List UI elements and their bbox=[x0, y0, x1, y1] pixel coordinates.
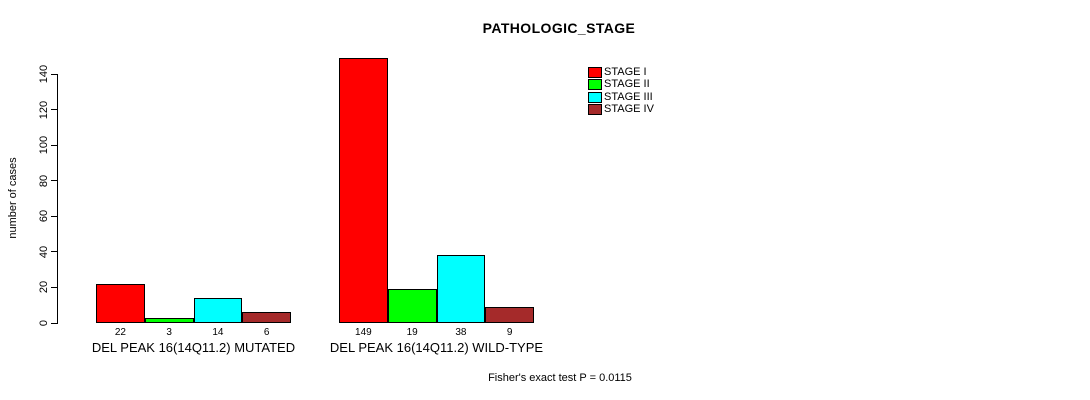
y-axis-tick bbox=[51, 180, 58, 182]
y-axis-tick bbox=[51, 322, 58, 324]
bar-stage-iv bbox=[242, 312, 291, 323]
y-axis-tick-label: 20 bbox=[38, 281, 50, 294]
fisher-test-annotation: Fisher's exact test P = 0.0115 bbox=[488, 372, 632, 384]
legend-label-3: STAGE III bbox=[604, 90, 653, 103]
y-axis-title: number of cases bbox=[7, 157, 19, 239]
y-axis-tick bbox=[51, 109, 58, 111]
bar-stage-i bbox=[96, 283, 145, 323]
y-axis-tick-label: 40 bbox=[38, 245, 50, 258]
legend-label-1: STAGE I bbox=[604, 66, 647, 78]
bar-value-label: 9 bbox=[506, 327, 513, 338]
legend-swatch-4 bbox=[588, 104, 602, 116]
bar-stage-iii bbox=[193, 298, 243, 323]
bar-stage-ii bbox=[387, 289, 437, 323]
bar-value-label: 14 bbox=[212, 327, 224, 338]
y-axis-tick-label: 0 bbox=[38, 319, 50, 327]
legend-label-2: STAGE II bbox=[604, 78, 650, 91]
group-label: DEL PEAK 16(14Q11.2) WILD-TYPE bbox=[329, 340, 544, 355]
y-axis-tick-label: 80 bbox=[38, 174, 50, 187]
bar-value-label: 3 bbox=[166, 327, 172, 338]
bar-value-label: 22 bbox=[114, 327, 126, 338]
y-axis-tick-label: 60 bbox=[38, 210, 50, 223]
y-axis-line bbox=[57, 74, 58, 323]
legend-label-4: STAGE IV bbox=[604, 103, 654, 116]
y-axis-tick bbox=[51, 73, 58, 75]
bar-value-label: 6 bbox=[263, 327, 270, 338]
bar-stage-i bbox=[339, 57, 388, 323]
bar-value-label: 149 bbox=[355, 327, 372, 338]
y-axis-tick bbox=[51, 215, 58, 217]
y-axis-tick-label: 120 bbox=[38, 100, 50, 119]
bar-stage-iii bbox=[436, 255, 486, 323]
legend-swatch-2 bbox=[588, 79, 602, 91]
y-axis-tick bbox=[51, 144, 58, 146]
bar-stage-ii bbox=[144, 317, 194, 323]
bar-value-label: 19 bbox=[406, 327, 418, 338]
y-axis-tick-label: 100 bbox=[38, 135, 50, 155]
y-axis-tick bbox=[51, 286, 58, 288]
bar-stage-iv bbox=[485, 306, 534, 323]
y-axis-tick-label: 140 bbox=[38, 64, 50, 84]
chart-title: PATHOLOGIC_STAGE bbox=[482, 20, 636, 36]
bar-value-label: 38 bbox=[455, 327, 467, 338]
legend-swatch-1 bbox=[588, 67, 602, 78]
group-label: DEL PEAK 16(14Q11.2) MUTATED bbox=[91, 340, 296, 355]
y-axis-tick bbox=[51, 251, 58, 253]
legend-swatch-3 bbox=[588, 91, 602, 103]
